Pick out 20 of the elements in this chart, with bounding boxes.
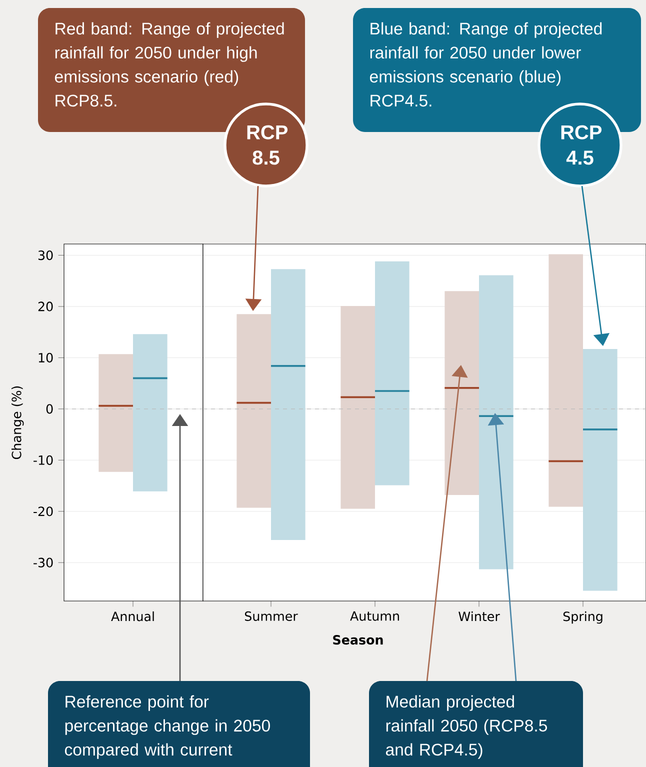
x-tick-label: Spring bbox=[563, 611, 602, 624]
y-tick-label: -10 bbox=[34, 455, 53, 465]
y-tick-label: 10 bbox=[38, 352, 53, 363]
y-tick-label: 20 bbox=[38, 302, 53, 312]
x-axis-title: Season bbox=[333, 635, 383, 645]
y-axis-title: Change (%) bbox=[12, 386, 24, 460]
y-tick-label: 0 bbox=[46, 404, 53, 414]
x-tick-label: Autumn bbox=[350, 611, 399, 621]
y-tick-label: -30 bbox=[34, 558, 53, 568]
x-tick-label: Winter bbox=[458, 611, 500, 622]
x-tick-label: Annual bbox=[111, 611, 154, 622]
y-tick-label: -20 bbox=[34, 506, 53, 516]
text: RCP 8.5 bbox=[247, 125, 288, 165]
text: RCP 4.5 bbox=[561, 125, 602, 165]
text: Median projected rainfall 2050 (RCP8.5 and RCP4.5) bbox=[386, 695, 548, 759]
y-tick-label: 30 bbox=[38, 250, 53, 260]
text: Reference point for percentage change in 2050 compared with current bbox=[64, 695, 270, 759]
x-tick-label: Summer bbox=[244, 611, 298, 621]
text: Red band: Range of projected rainfall for 2050 under high emissions scenario (red) RCP8.5. bbox=[54, 22, 284, 107]
text: Blue band: Range of projected rainfall for 2050 under lower emissions scenario (blue) RCP4.5. bbox=[370, 22, 602, 107]
